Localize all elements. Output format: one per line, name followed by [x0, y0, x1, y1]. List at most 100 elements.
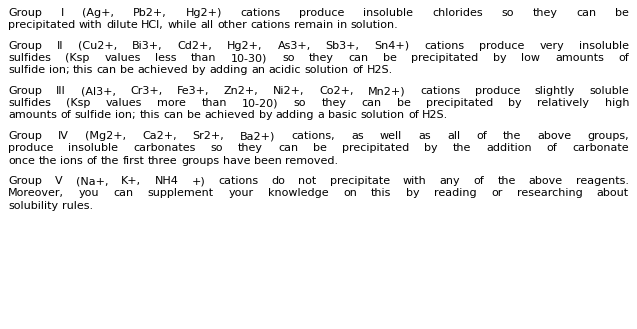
Text: Group: Group [8, 131, 42, 141]
Text: ion;: ion; [115, 111, 136, 120]
Text: values: values [104, 53, 141, 63]
Text: Hg2+,: Hg2+, [227, 41, 262, 51]
Text: so: so [501, 8, 514, 18]
Text: soluble: soluble [589, 86, 629, 96]
Text: Cr3+,: Cr3+, [130, 86, 162, 96]
Text: any: any [440, 176, 461, 186]
Text: in: in [336, 20, 347, 30]
Text: cations: cations [424, 41, 464, 51]
Text: Ba2+): Ba2+) [240, 131, 276, 141]
Text: high: high [605, 98, 629, 108]
Text: Ni2+,: Ni2+, [273, 86, 304, 96]
Text: achieved: achieved [204, 111, 255, 120]
Text: on: on [343, 189, 357, 198]
Text: low: low [521, 53, 540, 63]
Text: the: the [497, 176, 516, 186]
Text: precipitated: precipitated [412, 53, 479, 63]
Text: than: than [191, 53, 217, 63]
Text: of: of [408, 111, 419, 120]
Text: all: all [447, 131, 460, 141]
Text: be: be [397, 98, 411, 108]
Text: cations,: cations, [292, 131, 335, 141]
Text: than: than [201, 98, 227, 108]
Text: reading: reading [434, 189, 476, 198]
Text: solution: solution [304, 65, 348, 75]
Text: Sb3+,: Sb3+, [326, 41, 359, 51]
Text: Group: Group [8, 8, 42, 18]
Text: sulfide: sulfide [75, 111, 111, 120]
Text: I: I [61, 8, 64, 18]
Text: (Ksp: (Ksp [66, 53, 90, 63]
Text: produce: produce [8, 143, 54, 153]
Text: can: can [576, 8, 596, 18]
Text: been: been [254, 156, 282, 165]
Text: by: by [508, 98, 522, 108]
Text: be: be [615, 8, 629, 18]
Text: not: not [298, 176, 317, 186]
Text: be: be [187, 111, 201, 120]
Text: 10-20): 10-20) [242, 98, 278, 108]
Text: an: an [251, 65, 265, 75]
Text: insoluble: insoluble [364, 8, 413, 18]
Text: NH4: NH4 [154, 176, 178, 186]
Text: (Mg2+,: (Mg2+, [85, 131, 126, 141]
Text: other: other [217, 20, 247, 30]
Text: once: once [8, 156, 35, 165]
Text: they: they [533, 8, 557, 18]
Text: cations: cations [250, 20, 290, 30]
Text: removed.: removed. [285, 156, 338, 165]
Text: amounts: amounts [555, 53, 604, 63]
Text: as: as [352, 131, 364, 141]
Text: basic: basic [328, 111, 357, 120]
Text: can: can [348, 53, 369, 63]
Text: of: of [87, 156, 97, 165]
Text: +): +) [191, 176, 205, 186]
Text: (Cu2+,: (Cu2+, [78, 41, 117, 51]
Text: by: by [493, 53, 507, 63]
Text: of: of [352, 65, 363, 75]
Text: be: be [383, 53, 397, 63]
Text: more: more [157, 98, 186, 108]
Text: solution: solution [361, 111, 404, 120]
Text: as: as [419, 131, 431, 141]
Text: the: the [453, 143, 471, 153]
Text: Fe3+,: Fe3+, [176, 86, 209, 96]
Text: researching: researching [517, 189, 582, 198]
Text: insoluble: insoluble [68, 143, 118, 153]
Text: precipitated: precipitated [8, 20, 75, 30]
Text: can: can [278, 143, 298, 153]
Text: Sn4+): Sn4+) [375, 41, 410, 51]
Text: of: of [473, 176, 484, 186]
Text: ions: ions [61, 156, 83, 165]
Text: 10-30): 10-30) [231, 53, 268, 63]
Text: so: so [211, 143, 223, 153]
Text: of: of [547, 143, 557, 153]
Text: they: they [309, 53, 334, 63]
Text: slightly: slightly [534, 86, 575, 96]
Text: adding: adding [209, 65, 248, 75]
Text: can: can [362, 98, 382, 108]
Text: precipitated: precipitated [342, 143, 409, 153]
Text: cations: cations [420, 86, 460, 96]
Text: can: can [97, 65, 117, 75]
Text: less: less [155, 53, 176, 63]
Text: of: of [61, 111, 71, 120]
Text: by: by [406, 189, 420, 198]
Text: Pb2+,: Pb2+, [133, 8, 167, 18]
Text: be: be [313, 143, 327, 153]
Text: V: V [55, 176, 62, 186]
Text: supplement: supplement [148, 189, 214, 198]
Text: so: so [282, 53, 294, 63]
Text: groups: groups [181, 156, 219, 165]
Text: Co2+,: Co2+, [319, 86, 354, 96]
Text: solubility: solubility [8, 201, 58, 211]
Text: Hg2+): Hg2+) [185, 8, 222, 18]
Text: cations: cations [241, 8, 281, 18]
Text: they: they [322, 98, 347, 108]
Text: Ca2+,: Ca2+, [142, 131, 176, 141]
Text: addition: addition [486, 143, 532, 153]
Text: by: by [192, 65, 206, 75]
Text: (Al3+,: (Al3+, [80, 86, 115, 96]
Text: precipitated: precipitated [426, 98, 493, 108]
Text: adding: adding [276, 111, 314, 120]
